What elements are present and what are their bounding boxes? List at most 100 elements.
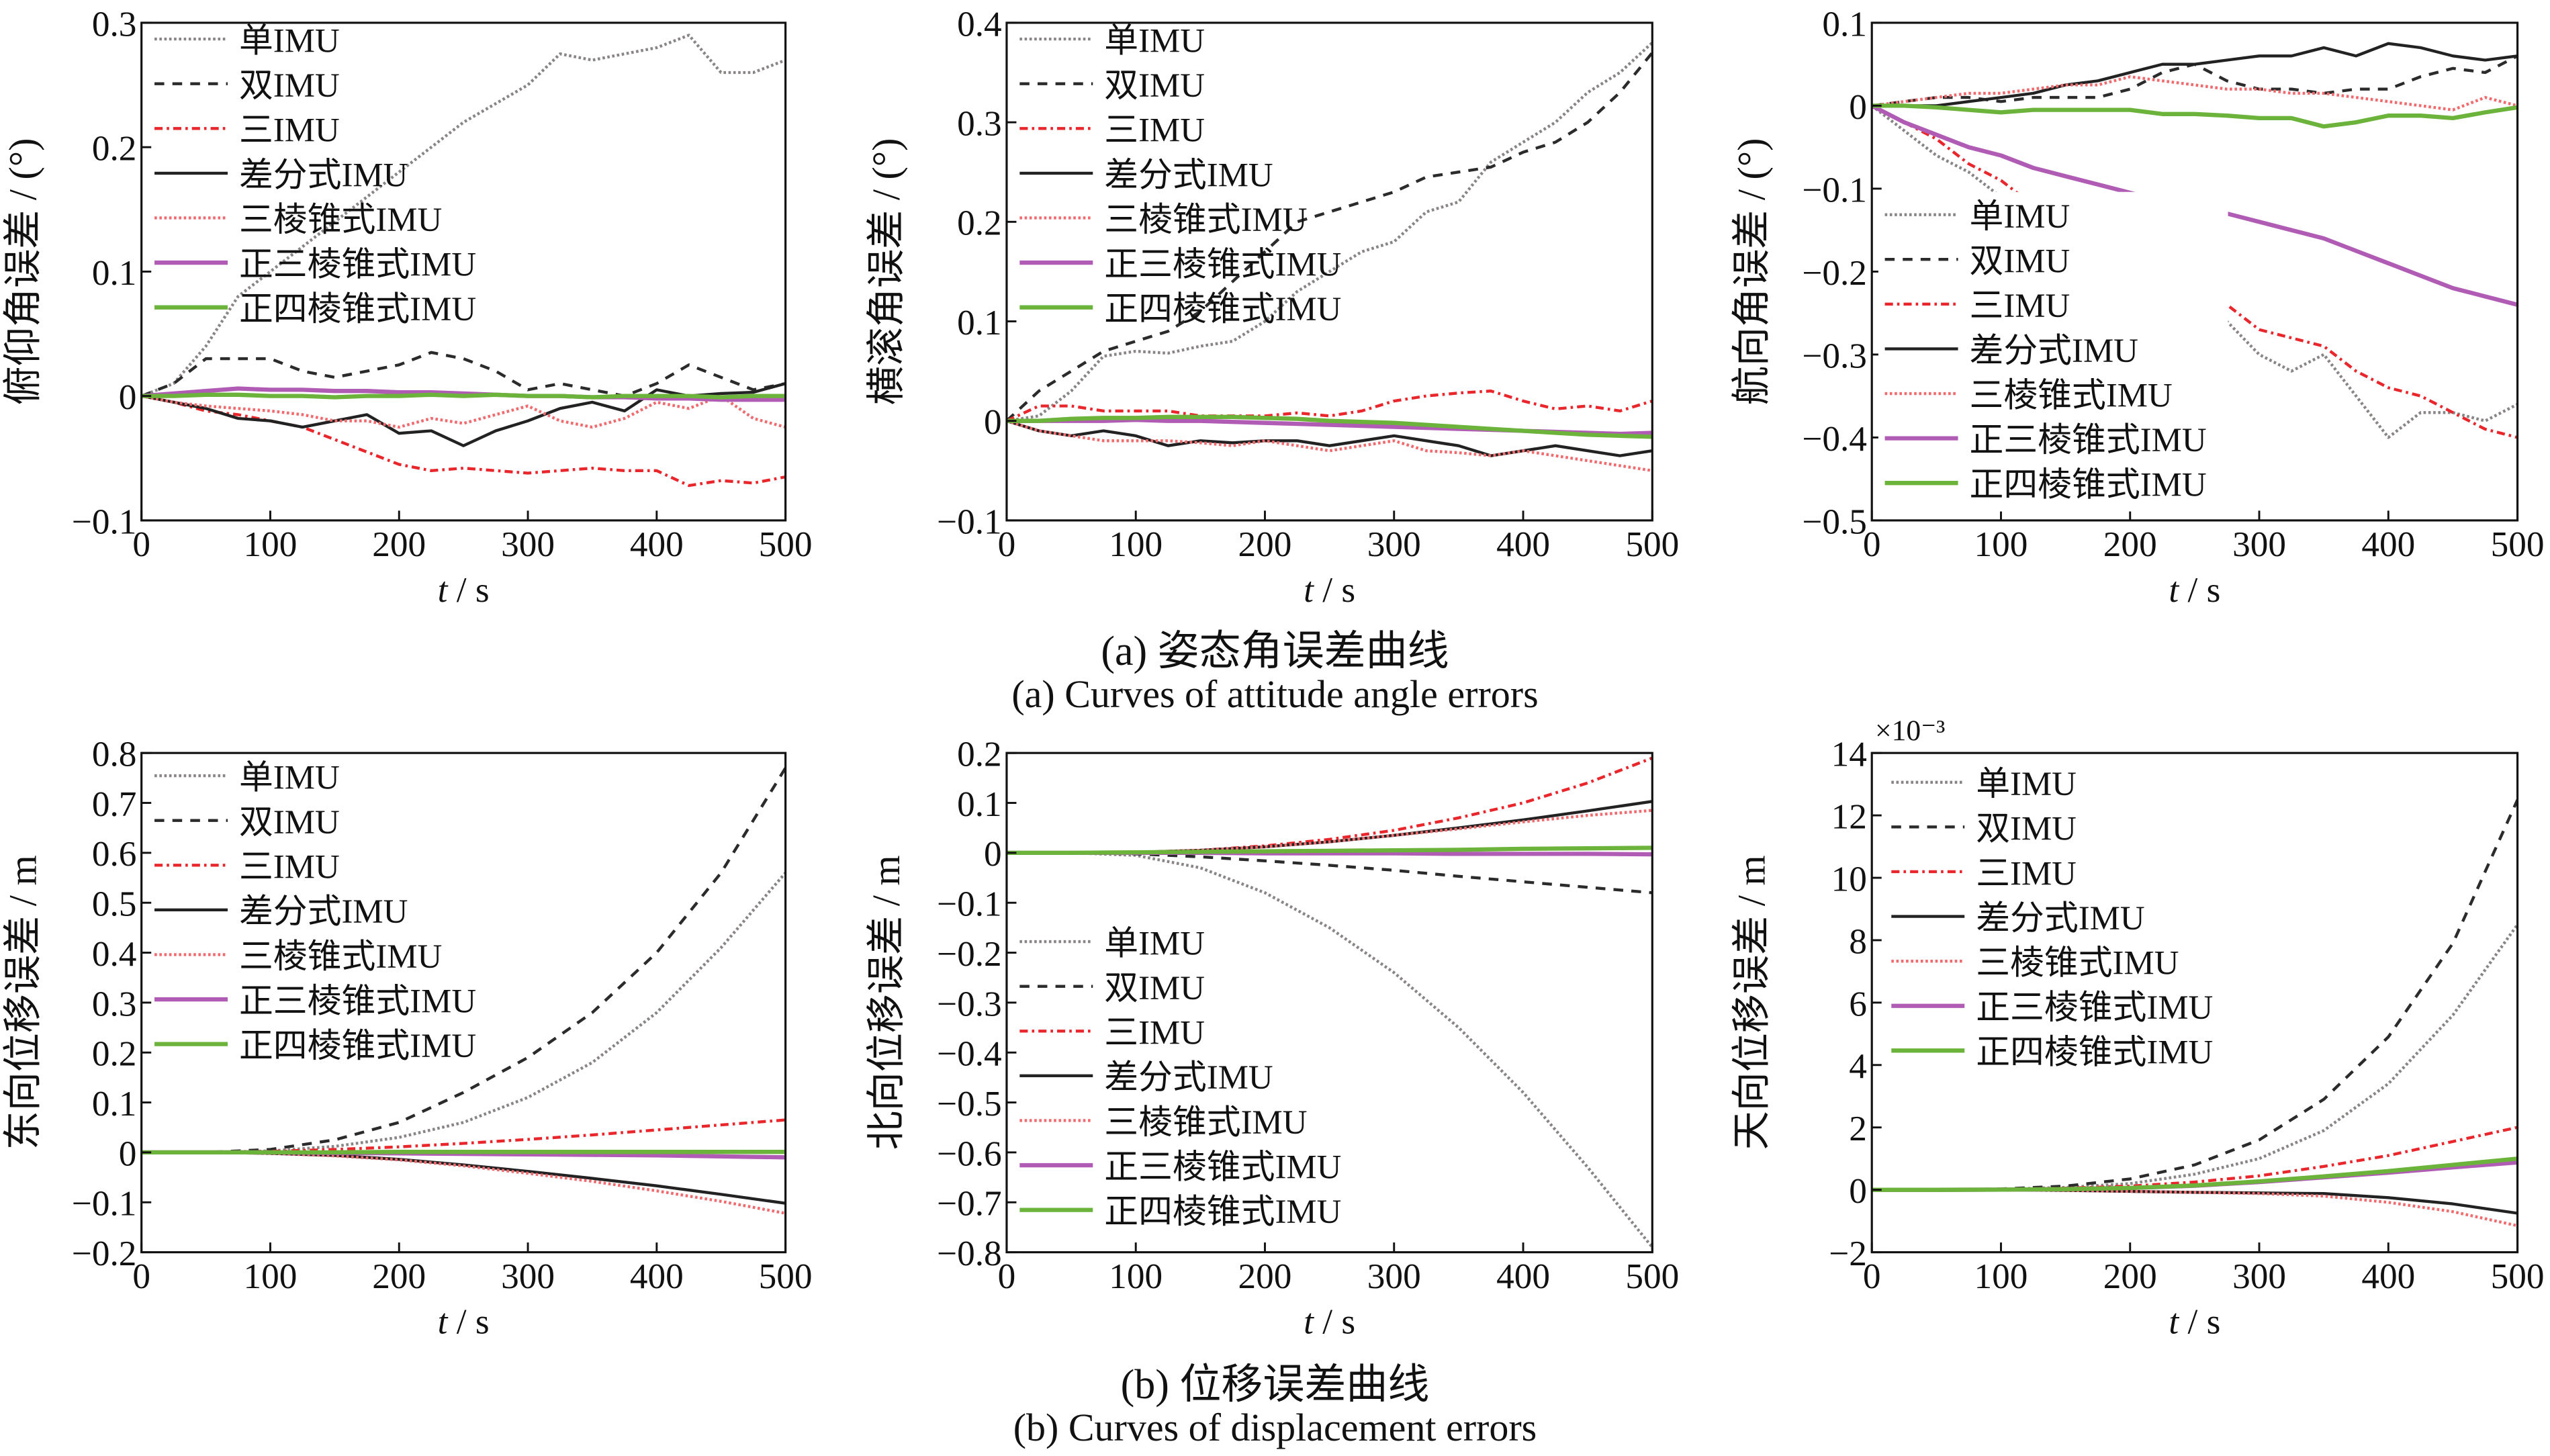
legend-item: 差分式IMU: [1884, 332, 2138, 369]
x-tick-label: 100: [1974, 525, 2028, 564]
y-tick-label: 10: [1831, 859, 1867, 899]
y-tick-label: −0.1: [1802, 170, 1867, 210]
series-line-3: [141, 394, 786, 488]
legend-label: 双IMU: [239, 66, 340, 104]
series-group: [141, 767, 786, 1215]
legend-label: 差分式IMU: [239, 156, 408, 193]
series-line-4: [1006, 419, 1653, 457]
legend-label: 正四棱锥式IMU: [1976, 1034, 2213, 1071]
legend-item: 三棱锥式IMU: [154, 201, 442, 238]
y-tick-label: 0.1: [1822, 4, 1867, 44]
x-tick-label: 400: [1496, 1257, 1550, 1296]
series-group: [1872, 799, 2518, 1228]
y-tick-label: 2: [1849, 1109, 1867, 1148]
y-tick-label: 0.2: [92, 129, 137, 169]
legend-item: 双IMU: [154, 803, 340, 841]
x-tick-label: 0: [1863, 525, 1881, 564]
legend-item: 双IMU: [1891, 810, 2077, 848]
x-tick-label: 500: [2491, 1257, 2545, 1296]
legend: 单IMU 双IMU 三IMU 差分式IMU 三棱锥式IMU 正三棱锥式IMU 正四棱锥式IM…: [1891, 765, 2213, 1071]
x-tick-label: 0: [998, 1257, 1016, 1296]
x-tick-label: 400: [1496, 525, 1550, 564]
legend-item: 差分式IMU: [154, 893, 408, 930]
legend-label: 正三棱锥式IMU: [1104, 245, 1341, 283]
legend-item: 差分式IMU: [1019, 156, 1273, 193]
x-tick-label: 0: [132, 1257, 150, 1296]
x-tick-label: 300: [1367, 1257, 1421, 1296]
legend-item: 差分式IMU: [1891, 899, 2145, 937]
legend-item: 单IMU: [154, 758, 340, 796]
legend-item: 正四棱锥式IMU: [154, 1027, 476, 1064]
y-tick-label: −0.4: [1802, 419, 1867, 459]
legend-label: 单IMU: [1104, 924, 1205, 962]
x-tick-label: 300: [2232, 525, 2286, 564]
series-line-3: [1006, 756, 1653, 855]
legend-label: 单IMU: [1104, 21, 1205, 59]
y-tick-label: 0.1: [957, 784, 1002, 824]
series-line-6: [141, 386, 786, 402]
y-tick-label: 8: [1849, 921, 1867, 961]
series-group: [1006, 756, 1653, 1248]
legend-item: 正四棱锥式IMU: [1891, 1034, 2213, 1071]
y-tick-label: 14: [1831, 735, 1867, 774]
subplot-heading: 0 100 200 300 400 500 −0.5 −0.4 −0.3 −0.2 −0.1 0 0.1…: [1729, 4, 2544, 610]
legend-item: 双IMU: [1019, 969, 1205, 1007]
series-line-7: [1872, 1156, 2518, 1192]
y-tick-label: −0.1: [72, 1184, 137, 1224]
legend-label: 差分式IMU: [1976, 899, 2144, 937]
y-tick-label: −0.2: [1802, 253, 1867, 293]
legend-label: 单IMU: [239, 758, 340, 796]
y-tick-label: 0.5: [92, 884, 137, 924]
x-tick-label: 500: [759, 1257, 813, 1296]
legend-label: 三IMU: [1104, 111, 1205, 149]
legend: 单IMU 双IMU 三IMU 差分式IMU 三棱锥式IMU 正三棱锥式IMU 正四棱锥式IM…: [1878, 191, 2228, 512]
x-axis-label: t / s: [2169, 1302, 2220, 1342]
y-axis-label: 东向位移误差 / m: [1, 855, 44, 1150]
subplot-roll: 0 100 200 300 400 500−0.100.10.20.30.4t / s横滚…: [864, 4, 1679, 610]
x-axis-label: t / s: [438, 570, 490, 610]
x-tick-label: 0: [998, 525, 1016, 564]
y-tick-label: −0.5: [1802, 502, 1867, 541]
y-axis-label: 横滚角误差 / (°): [864, 138, 908, 406]
series-line-1: [141, 34, 786, 398]
legend-item: 单IMU: [154, 21, 340, 59]
legend-item: 单IMU: [1019, 924, 1205, 962]
series-line-4: [141, 1150, 786, 1205]
x-tick-label: 500: [759, 525, 813, 564]
x-axis-label: t / s: [438, 1302, 490, 1342]
legend-label: 单IMU: [239, 21, 340, 59]
caption-b-chinese: (b) 位移误差曲线: [1120, 1362, 1430, 1408]
y-axis-label: 航向角误差 / (°): [1729, 138, 1773, 406]
series-line-1: [1006, 851, 1653, 1248]
y-tick-label: 0.2: [92, 1034, 137, 1074]
y-tick-label: 0: [119, 377, 137, 417]
y-tick-label: 0: [1849, 1171, 1867, 1211]
y-axis-label: 天向位移误差 / m: [1729, 855, 1773, 1150]
x-tick-label: 200: [2103, 1257, 2157, 1296]
x-tick-label: 300: [2232, 1257, 2286, 1296]
y-tick-label: −0.1: [72, 502, 137, 541]
y-tick-label: −0.1: [937, 884, 1002, 924]
legend: 单IMU 双IMU 三IMU 差分式IMU 三棱锥式IMU 正三棱锥式IMU 正四棱锥式IM…: [1019, 924, 1341, 1230]
legend-label: 正三棱锥式IMU: [239, 245, 476, 283]
legend-label: 差分式IMU: [1104, 1058, 1273, 1096]
subplot-north: 0 100 200 300 400 500 −0.8 −0.7 −0.6 −0.5 −0.4 −0.3…: [864, 735, 1679, 1342]
x-tick-label: 100: [244, 1257, 298, 1296]
legend-item: 正三棱锥式IMU: [1019, 1148, 1341, 1185]
series-line-2: [1006, 851, 1653, 895]
series-group: [141, 34, 786, 488]
legend: 单IMU 双IMU 三IMU 差分式IMU 三棱锥式IMU 正三棱锥式IMU 正四棱锥式IM…: [154, 21, 476, 328]
y-tick-label: 0.4: [957, 4, 1002, 44]
caption-b-english: (b) Curves of displacement errors: [1013, 1406, 1537, 1449]
legend-label: 双IMU: [1104, 66, 1205, 104]
y-tick-label: 0.3: [957, 103, 1002, 143]
plot-frame: [1005, 21, 1653, 522]
x-tick-label: 100: [1974, 1257, 2028, 1296]
legend-label: 三棱锥式IMU: [1970, 376, 2173, 414]
legend-label: 正三棱锥式IMU: [239, 982, 476, 1019]
series-line-7: [141, 392, 786, 400]
legend-label: 正三棱锥式IMU: [1970, 421, 2207, 459]
series-line-7: [1006, 414, 1653, 439]
legend-label: 三棱锥式IMU: [239, 938, 442, 975]
y-tick-label: 4: [1849, 1046, 1867, 1086]
